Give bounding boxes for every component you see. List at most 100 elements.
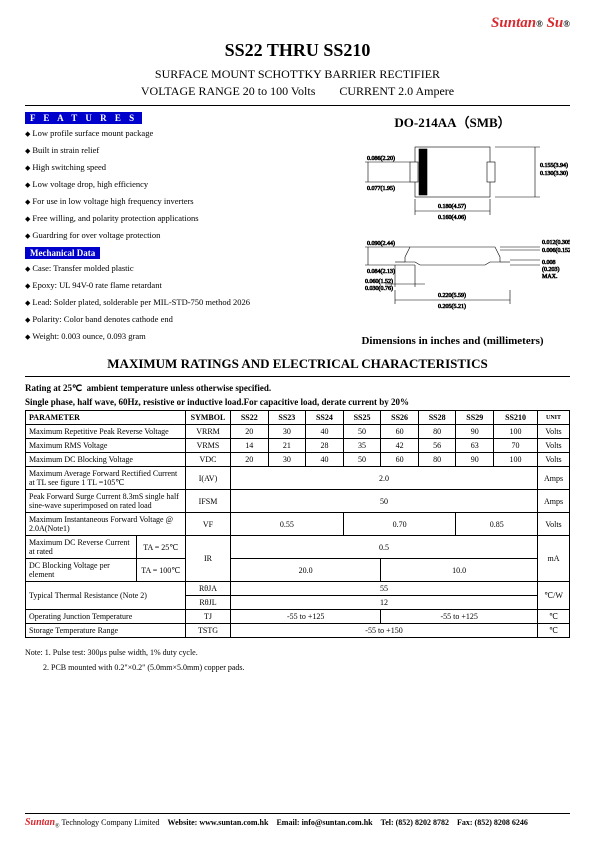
mechanical-label: Mechanical Data	[25, 247, 100, 259]
table-cell: VDC	[186, 453, 231, 467]
table-cell: Volts	[538, 453, 570, 467]
table-cell: Volts	[538, 425, 570, 439]
footer-website: www.suntan.com.hk	[199, 818, 268, 827]
table-cell: 20	[231, 453, 269, 467]
table-cell: ℃/W	[538, 582, 570, 610]
table-cell: RθJA	[186, 582, 231, 596]
table-cell: 60	[381, 453, 419, 467]
table-header: SS210	[494, 411, 538, 425]
ratings-sub-1: Rating at 25℃ ambient temperature unless…	[25, 383, 570, 394]
table-row: Maximum Average Forward Rectified Curren…	[26, 467, 570, 490]
table-cell: 10.0	[381, 559, 538, 582]
table-cell: RθJL	[186, 596, 231, 610]
table-cell: Typical Thermal Resistance (Note 2)	[26, 582, 186, 610]
brand-reg-1: ®	[536, 19, 543, 29]
table-cell: Maximum Average Forward Rectified Curren…	[26, 467, 186, 490]
table-cell: 2.0	[231, 467, 538, 490]
table-cell: mA	[538, 536, 570, 582]
table-cell: 50	[231, 490, 538, 513]
table-cell: 80	[418, 453, 456, 467]
footer: Suntan® Technology Company Limited Websi…	[25, 813, 570, 830]
table-cell: IFSM	[186, 490, 231, 513]
table-cell: Amps	[538, 467, 570, 490]
dim: 0.077(1.95)	[367, 185, 395, 192]
mech-item: Epoxy: UL 94V-0 rate flame retardant	[25, 280, 321, 290]
dim: 0.012(0.305)	[542, 239, 570, 246]
table-cell: 100	[494, 453, 538, 467]
table-cell: 21	[268, 439, 306, 453]
table-cell: Maximum DC Blocking Voltage	[26, 453, 186, 467]
dim: 0.205(5.21)	[438, 303, 466, 310]
dim: 0.006(0.152)	[542, 247, 570, 254]
table-cell: 30	[268, 425, 306, 439]
mech-item: Weight: 0.003 ounce, 0.093 gram	[25, 331, 321, 341]
table-header: SS22	[231, 411, 269, 425]
dim: 0.086(2.20)	[367, 155, 395, 162]
ratings-title: MAXIMUM RATINGS AND ELECTRICAL CHARACTER…	[25, 356, 570, 372]
table-header: SS28	[418, 411, 456, 425]
table-cell: 90	[456, 425, 494, 439]
package-title: DO-214AA（SMB）	[335, 112, 570, 131]
table-cell: -55 to +125	[381, 610, 538, 624]
table-cell: VF	[186, 513, 231, 536]
table-cell: 55	[231, 582, 538, 596]
divider	[25, 105, 570, 106]
table-cell: Volts	[538, 513, 570, 536]
table-cell: Volts	[538, 439, 570, 453]
table-cell: 30	[268, 453, 306, 467]
table-header: SYMBOL	[186, 411, 231, 425]
table-row: Operating Junction TemperatureTJ-55 to +…	[26, 610, 570, 624]
footer-tel: (852) 8202 8782	[396, 818, 449, 827]
feature-item: Guardring for over voltage protection	[25, 230, 321, 240]
table-cell: -55 to +150	[231, 624, 538, 638]
table-cell: 0.55	[231, 513, 344, 536]
dim: 0.030(0.76)	[365, 285, 393, 292]
table-cell: 20.0	[231, 559, 381, 582]
table-row: Typical Thermal Resistance (Note 2)RθJA5…	[26, 582, 570, 596]
spec-table: PARAMETERSYMBOLSS22SS23SS24SS25SS26SS28S…	[25, 410, 570, 638]
table-cell: Maximum Instantaneous Forward Voltage @ …	[26, 513, 186, 536]
table-cell: 0.70	[343, 513, 456, 536]
table-cell: 20	[231, 425, 269, 439]
note-2: 2. PCB mounted with 0.2"×0.2" (5.0mm×5.0…	[25, 663, 570, 672]
page-title: SS22 THRU SS210	[25, 40, 570, 61]
table-cell: I(AV)	[186, 467, 231, 490]
footer-brand: Suntan	[25, 817, 55, 828]
dim: 0.130(3.30)	[540, 170, 568, 177]
table-cell: Maximum Repetitive Peak Reverse Voltage	[26, 425, 186, 439]
feature-item: Low profile surface mount package	[25, 128, 321, 138]
left-column: F E A T U R E S Low profile surface moun…	[25, 112, 321, 348]
table-header: SS23	[268, 411, 306, 425]
dim: 0.180(4.57)	[438, 203, 466, 210]
footer-fax-label: Fax:	[457, 818, 475, 827]
table-cell: VRMS	[186, 439, 231, 453]
table-cell: 14	[231, 439, 269, 453]
features-label: F E A T U R E S	[25, 112, 142, 124]
table-header: SS26	[381, 411, 419, 425]
table-cell: Operating Junction Temperature	[26, 610, 186, 624]
table-cell: 50	[343, 425, 381, 439]
footer-email-label: Email:	[276, 818, 301, 827]
table-cell: TSTG	[186, 624, 231, 638]
footer-rule	[25, 813, 570, 814]
table-cell: 80	[418, 425, 456, 439]
note-1: Note: 1. Pulse test: 300μs pulse width, …	[25, 648, 570, 657]
footer-tel-label: Tel:	[381, 818, 396, 827]
package-drawing: 0.086(2.20) 0.077(1.95) 0.155(3.94) 0.13…	[335, 137, 570, 327]
dim: 0.220(5.59)	[438, 292, 466, 299]
table-cell: 0.85	[456, 513, 538, 536]
features-list: Low profile surface mount package Built i…	[25, 128, 321, 240]
notes: Note: 1. Pulse test: 300μs pulse width, …	[25, 648, 570, 672]
table-cell: IR	[186, 536, 231, 582]
feature-item: Built in strain relief	[25, 145, 321, 155]
table-cell: 90	[456, 453, 494, 467]
dimensions-caption: Dimensions in inches and (millimeters)	[335, 335, 570, 347]
table-cell: ℃	[538, 624, 570, 638]
title-block: SS22 THRU SS210 SURFACE MOUNT SCHOTTKY B…	[25, 40, 570, 99]
table-cell: Maximum RMS Voltage	[26, 439, 186, 453]
table-row: Maximum Repetitive Peak Reverse Voltage V…	[26, 425, 570, 439]
dim: 0.090(2.44)	[367, 240, 395, 247]
table-cell: 28	[306, 439, 344, 453]
ratings-sub-2: Single phase, half wave, 60Hz, resistive…	[25, 397, 570, 407]
table-cell: 50	[343, 453, 381, 467]
